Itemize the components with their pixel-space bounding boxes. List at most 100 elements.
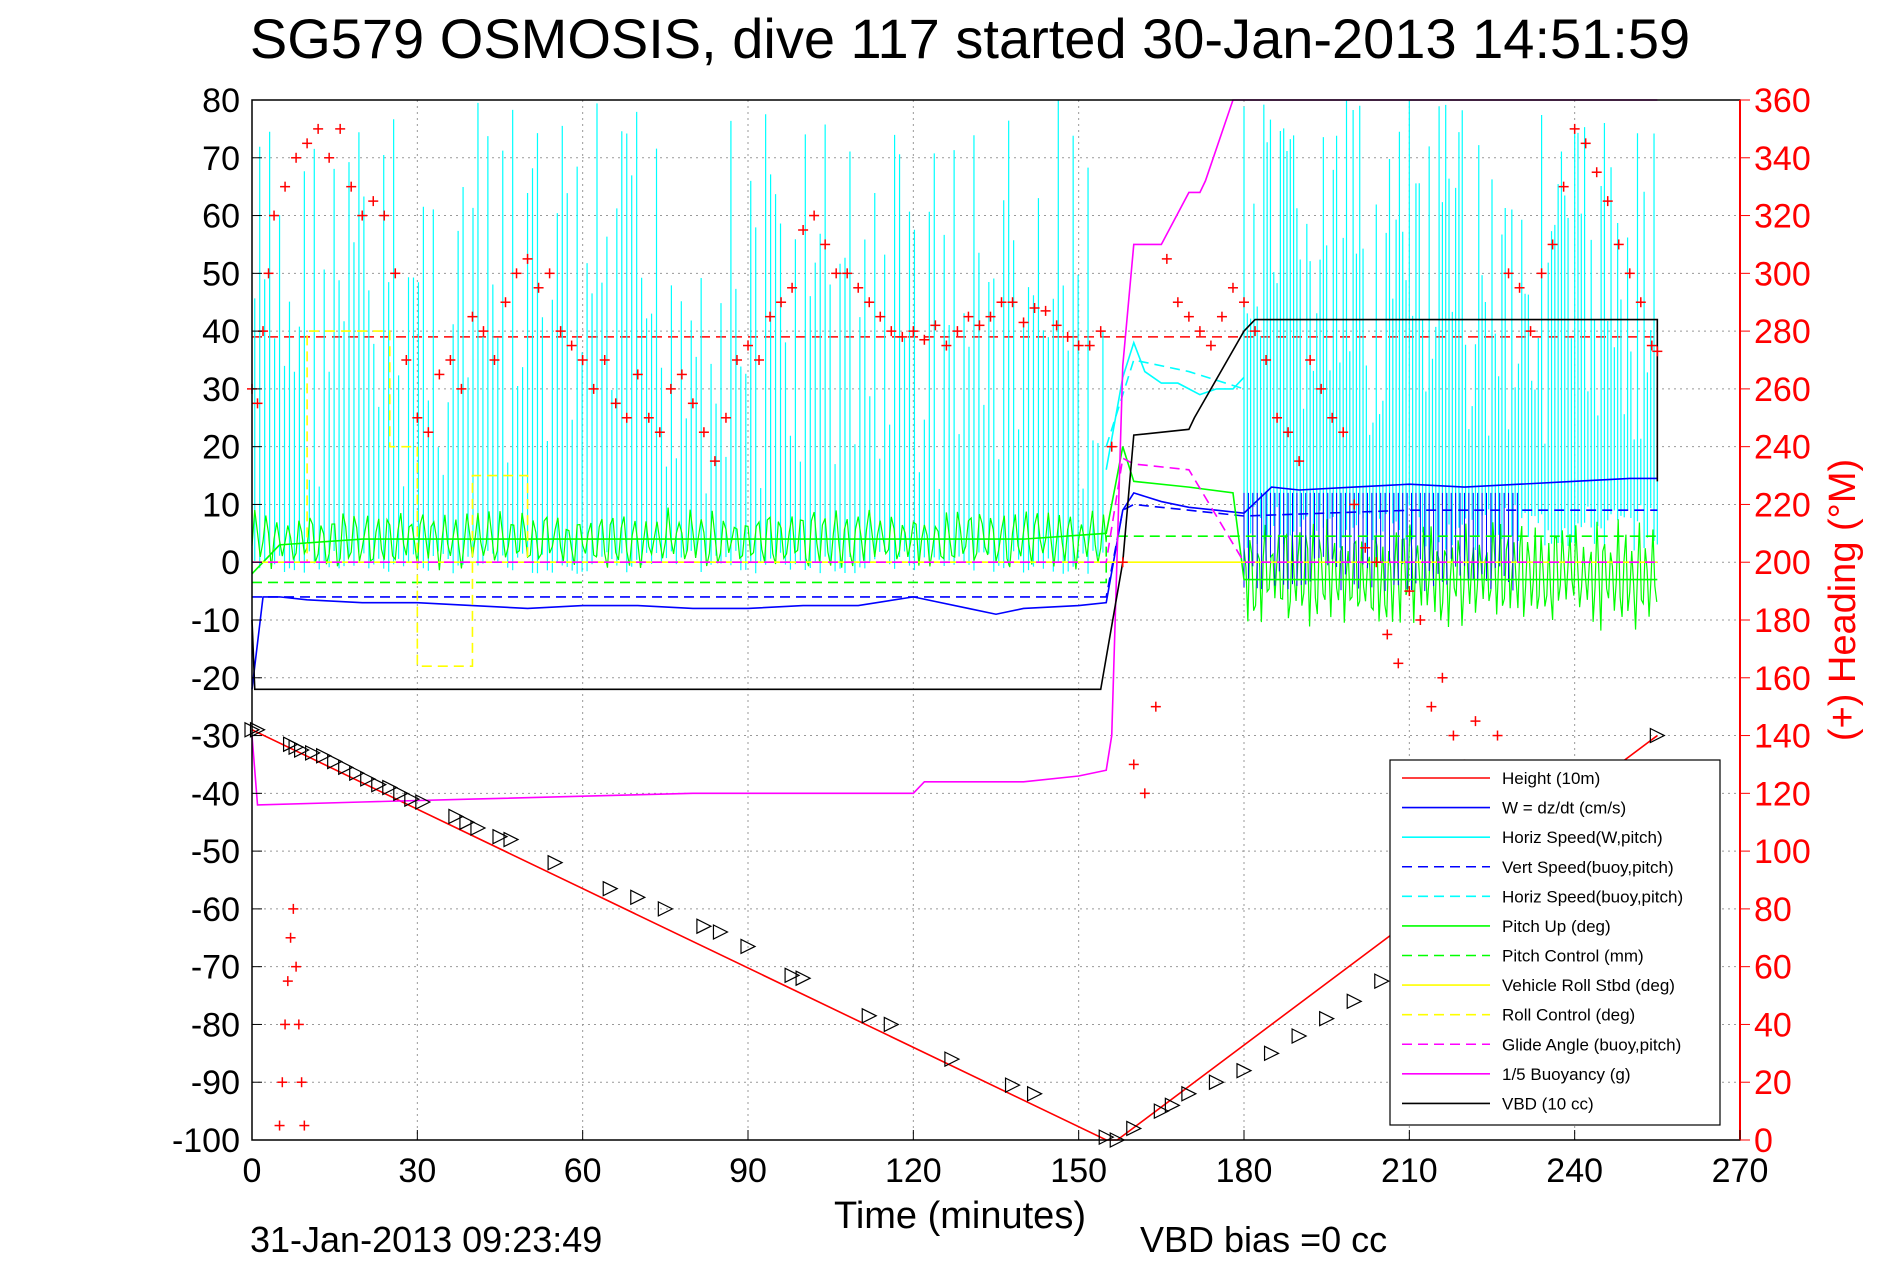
heading-point bbox=[302, 138, 313, 149]
heading-point bbox=[1514, 282, 1525, 293]
heading-outlier-point bbox=[296, 1077, 307, 1088]
heading-point bbox=[1492, 730, 1503, 741]
y2-tick-label: 260 bbox=[1754, 371, 1811, 409]
legend-label: Vehicle Roll Stbd (deg) bbox=[1502, 976, 1675, 995]
heading-point bbox=[1525, 326, 1536, 337]
heading-point bbox=[787, 282, 798, 293]
heading-point bbox=[1371, 557, 1382, 568]
series-line-6 bbox=[252, 535, 1658, 584]
heading-point bbox=[1062, 331, 1073, 342]
footer-vbd-bias: VBD bias =0 cc bbox=[1140, 1219, 1387, 1260]
heading-point bbox=[1646, 340, 1657, 351]
heading-point bbox=[1239, 297, 1249, 308]
dive-marker bbox=[657, 900, 674, 917]
heading-point bbox=[269, 210, 280, 221]
grid-lines bbox=[251, 99, 1741, 1141]
heading-point bbox=[963, 311, 974, 322]
heading-point bbox=[864, 297, 875, 308]
dive-marker bbox=[784, 967, 801, 984]
heading-point bbox=[313, 123, 324, 134]
y2-tick-label: 120 bbox=[1754, 775, 1811, 813]
heading-point bbox=[842, 268, 853, 279]
y2-tick-label: 20 bbox=[1754, 1064, 1792, 1102]
series-line-3 bbox=[252, 503, 1658, 598]
y2-tick-label: 180 bbox=[1754, 602, 1811, 640]
series-line-10 bbox=[251, 99, 1658, 806]
axes bbox=[251, 99, 1750, 1141]
heading-point bbox=[1349, 499, 1360, 510]
heading-point bbox=[1602, 196, 1613, 207]
heading-point bbox=[511, 268, 522, 279]
heading-point bbox=[831, 268, 842, 279]
heading-point bbox=[555, 326, 566, 337]
heading-point bbox=[1558, 181, 1569, 192]
heading-point bbox=[1051, 320, 1062, 331]
heading-point bbox=[731, 355, 742, 365]
heading-point bbox=[1007, 297, 1018, 308]
heading-point bbox=[1536, 268, 1547, 279]
y-tick-label: 20 bbox=[202, 429, 240, 467]
y2-tick-label: 40 bbox=[1754, 1006, 1792, 1044]
y-tick-label: 30 bbox=[202, 371, 240, 409]
dive-marker bbox=[944, 1051, 961, 1068]
heading-point bbox=[776, 297, 787, 308]
dive-marker bbox=[1319, 1010, 1336, 1027]
y-tick-label: -10 bbox=[191, 602, 240, 640]
heading-point bbox=[1569, 123, 1580, 134]
y-tick-label: 80 bbox=[202, 82, 240, 120]
heading-point bbox=[1404, 586, 1415, 597]
heading-outlier-point bbox=[285, 932, 296, 943]
dive-marker bbox=[316, 747, 332, 764]
heading-point bbox=[1470, 716, 1481, 727]
heading-point bbox=[1316, 383, 1327, 394]
heading-point bbox=[1652, 346, 1663, 357]
heading-point bbox=[1172, 297, 1183, 308]
dive-marker bbox=[547, 854, 564, 871]
y-tick-label: -70 bbox=[191, 949, 240, 987]
heading-point bbox=[654, 427, 665, 438]
heading-point bbox=[930, 320, 941, 331]
x-axis-label: Time (minutes) bbox=[834, 1195, 1086, 1237]
heading-point bbox=[1448, 730, 1459, 741]
dive-marker bbox=[1126, 1120, 1143, 1137]
legend-label: Glide Angle (buoy,pitch) bbox=[1502, 1035, 1681, 1054]
dive-marker bbox=[1374, 973, 1391, 990]
dive-marker bbox=[448, 808, 465, 825]
heading-outlier-point bbox=[280, 1019, 291, 1030]
dive-marker bbox=[883, 1016, 900, 1033]
heading-point bbox=[478, 326, 489, 337]
heading-outlier-point bbox=[291, 961, 302, 972]
heading-point bbox=[698, 427, 709, 438]
legend-label: VBD (10 cc) bbox=[1502, 1094, 1594, 1113]
dive-marker bbox=[415, 794, 432, 810]
legend-label: W = dz/dt (cm/s) bbox=[1502, 799, 1626, 818]
y-tick-label: -60 bbox=[191, 891, 240, 929]
dive-marker bbox=[1181, 1085, 1198, 1102]
heading-point bbox=[743, 340, 753, 351]
dive-marker bbox=[1346, 993, 1363, 1010]
x-tick-label: 60 bbox=[564, 1152, 602, 1190]
heading-point bbox=[412, 412, 423, 423]
dive-marker bbox=[503, 831, 520, 848]
dive-marker bbox=[492, 828, 509, 845]
heading-point bbox=[1547, 239, 1558, 250]
heading-point bbox=[897, 331, 908, 342]
heading-point bbox=[687, 398, 698, 409]
heading-point bbox=[1272, 412, 1283, 423]
y2-tick-label: 140 bbox=[1754, 718, 1811, 756]
heading-point bbox=[996, 297, 1007, 308]
y2-tick-label: 200 bbox=[1754, 544, 1811, 582]
series-line-11 bbox=[251, 318, 1659, 691]
heading-point bbox=[665, 383, 676, 394]
heading-point bbox=[1205, 340, 1216, 351]
dive-marker bbox=[1004, 1077, 1021, 1094]
series-line-8 bbox=[252, 330, 1107, 668]
y-tick-label: -20 bbox=[191, 660, 240, 698]
y2-tick-label: 80 bbox=[1754, 891, 1792, 929]
dive-marker bbox=[1291, 1028, 1308, 1044]
dive-marker bbox=[795, 970, 812, 987]
legend-label: Roll Control (deg) bbox=[1502, 1006, 1635, 1025]
heading-point bbox=[1018, 317, 1029, 328]
y-tick-label: 40 bbox=[202, 313, 240, 351]
